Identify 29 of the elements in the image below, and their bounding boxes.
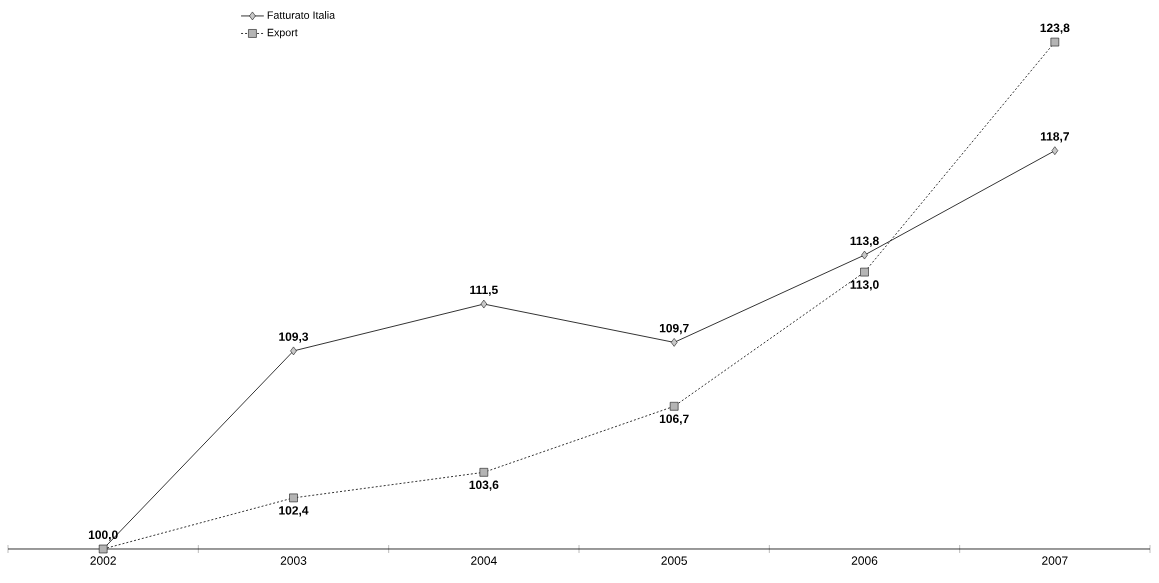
point [1050,37,1060,47]
data-label: 100,0 [88,530,118,541]
x-tick-label: 2005 [661,556,688,565]
point [670,338,678,347]
point [479,468,489,477]
data-label: 111,5 [470,285,498,296]
point [290,346,297,356]
legend-label: Export [267,28,298,39]
legend-label: Fatturato Italia [267,11,336,19]
x-tick-label: 2003 [280,556,307,565]
x-tick-label: 2002 [90,556,116,565]
data-label: 118,7 [1040,132,1069,143]
point [669,402,679,411]
point [480,299,488,309]
x-tick-label: 2007 [1042,556,1068,565]
data-label: 103,6 [469,480,499,491]
point [860,267,869,277]
data-label: 123,8 [1040,23,1070,34]
point [289,493,298,503]
data-label: 102,4 [279,506,309,517]
point [1051,146,1059,155]
x-tick-label: 2004 [471,556,497,565]
point [861,250,868,260]
data-label: 109,3 [279,332,309,343]
x-tick-label: 2006 [851,556,878,565]
data-label: 113,0 [850,280,879,291]
data-label: 106,7 [659,414,689,425]
data-label: 113,8 [850,236,879,247]
data-label: 109,7 [659,323,689,335]
